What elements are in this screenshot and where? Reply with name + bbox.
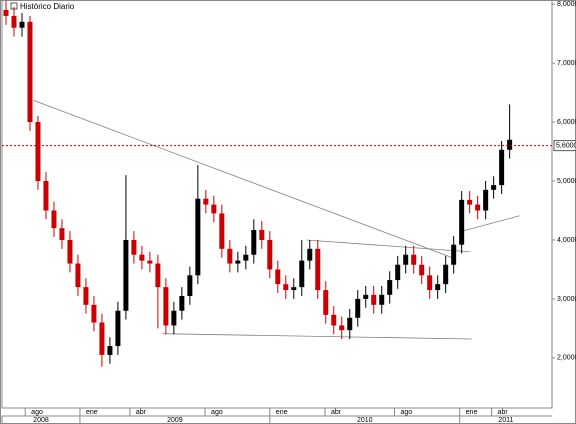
candle-body <box>51 210 57 229</box>
candle-body <box>459 199 465 245</box>
candle-body <box>483 189 489 211</box>
y-tick-label: 7,0000 <box>557 60 576 67</box>
candle-body <box>155 263 161 288</box>
candle-body <box>235 260 241 264</box>
trendline <box>162 333 472 340</box>
x-tick-label: abr <box>498 409 509 416</box>
y-tick-label: 5,0000 <box>557 178 576 185</box>
candle-body <box>91 304 97 323</box>
candle-body <box>11 15 17 28</box>
candle-body <box>227 248 233 264</box>
candle-body <box>363 294 369 299</box>
candle-body <box>259 229 265 240</box>
candle-body <box>403 254 409 265</box>
candle-body <box>355 298 361 318</box>
candle-body <box>491 185 497 190</box>
year-label: 2011 <box>498 417 513 424</box>
candle-body <box>67 239 73 264</box>
candle-body <box>147 260 153 264</box>
candle-body <box>83 287 89 305</box>
candle-body <box>163 287 169 326</box>
candle-body <box>139 254 145 261</box>
x-tick-label: ene <box>86 409 98 416</box>
candle-body <box>219 213 225 249</box>
candle-body <box>267 239 273 270</box>
reference-label: 5,6000 <box>556 142 576 149</box>
candle-body <box>35 122 41 182</box>
candle-body <box>371 294 377 305</box>
y-tick-label: 2,0000 <box>557 355 576 362</box>
candle-body <box>123 239 129 311</box>
candle-body <box>451 244 457 265</box>
candle-body <box>275 269 281 285</box>
candle-body <box>75 263 81 288</box>
x-tick-label: ago <box>31 409 43 416</box>
y-tick-label: 4,0000 <box>557 237 576 244</box>
candle-body <box>443 264 449 285</box>
x-tick-label: abr <box>136 409 147 416</box>
candle-body <box>499 149 505 186</box>
candle-body <box>211 204 217 214</box>
candle-body <box>315 248 321 291</box>
candle-body <box>323 290 329 315</box>
candle-body <box>243 254 249 261</box>
candle-body <box>283 284 289 291</box>
trendline <box>459 215 520 233</box>
candle-body <box>339 325 345 331</box>
y-tick-label: 6,0000 <box>557 119 576 126</box>
candle-body <box>299 260 305 288</box>
candle-body <box>331 314 337 326</box>
x-tick-label: ene <box>466 409 478 416</box>
candle-body <box>251 229 257 255</box>
y-tick-label: 3,0000 <box>557 296 576 303</box>
candle-body <box>467 199 473 205</box>
candle-body <box>379 294 385 305</box>
x-tick-label: abr <box>331 409 342 416</box>
candle-body <box>107 346 113 355</box>
candle-body <box>411 254 417 265</box>
candle-body <box>395 264 401 281</box>
candle-body <box>3 10 9 16</box>
candle-body <box>387 280 393 295</box>
candle-body <box>43 181 49 211</box>
candle-body <box>115 310 121 347</box>
candle-body <box>507 139 513 150</box>
year-label: 2008 <box>33 417 49 424</box>
candle-body <box>475 204 481 211</box>
candle-body <box>203 198 209 205</box>
y-tick-label: 8,0000 <box>557 1 576 8</box>
year-label: 2009 <box>167 417 183 424</box>
candle-body <box>419 264 425 276</box>
candle-body <box>427 275 433 291</box>
candle-body <box>187 275 193 296</box>
candle-body <box>131 239 137 255</box>
trendline <box>306 239 470 253</box>
candle-body <box>27 21 33 123</box>
candle-body <box>307 248 313 261</box>
candle-body <box>171 310 177 326</box>
chart-title: Histórico Diario <box>20 2 75 11</box>
candle-body <box>99 322 105 355</box>
candle-body <box>347 317 353 331</box>
candle-body <box>291 287 297 291</box>
plot-area <box>1 0 553 409</box>
candle-body <box>179 295 185 311</box>
x-tick-label: ago <box>401 409 413 416</box>
reference-label-box <box>553 140 576 152</box>
candle-body <box>19 21 25 28</box>
year-label: 2010 <box>357 417 373 424</box>
x-tick-label: ene <box>276 409 288 416</box>
candle-body <box>59 228 65 240</box>
trendline <box>33 99 453 259</box>
candle-body <box>195 198 201 276</box>
x-tick-label: ago <box>211 409 223 416</box>
candle-body <box>435 284 441 291</box>
